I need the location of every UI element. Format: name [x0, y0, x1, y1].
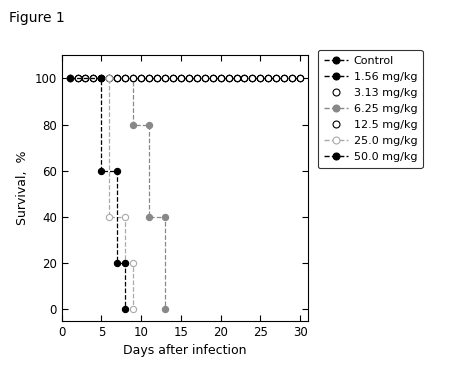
- Legend: Control, 1.56 mg/kg, 3.13 mg/kg, 6.25 mg/kg, 12.5 mg/kg, 25.0 mg/kg, 50.0 mg/kg: Control, 1.56 mg/kg, 3.13 mg/kg, 6.25 mg…: [318, 50, 423, 168]
- X-axis label: Days after infection: Days after infection: [123, 344, 246, 358]
- Y-axis label: Survival,  %: Survival, %: [16, 151, 29, 225]
- Text: Figure 1: Figure 1: [9, 11, 65, 25]
